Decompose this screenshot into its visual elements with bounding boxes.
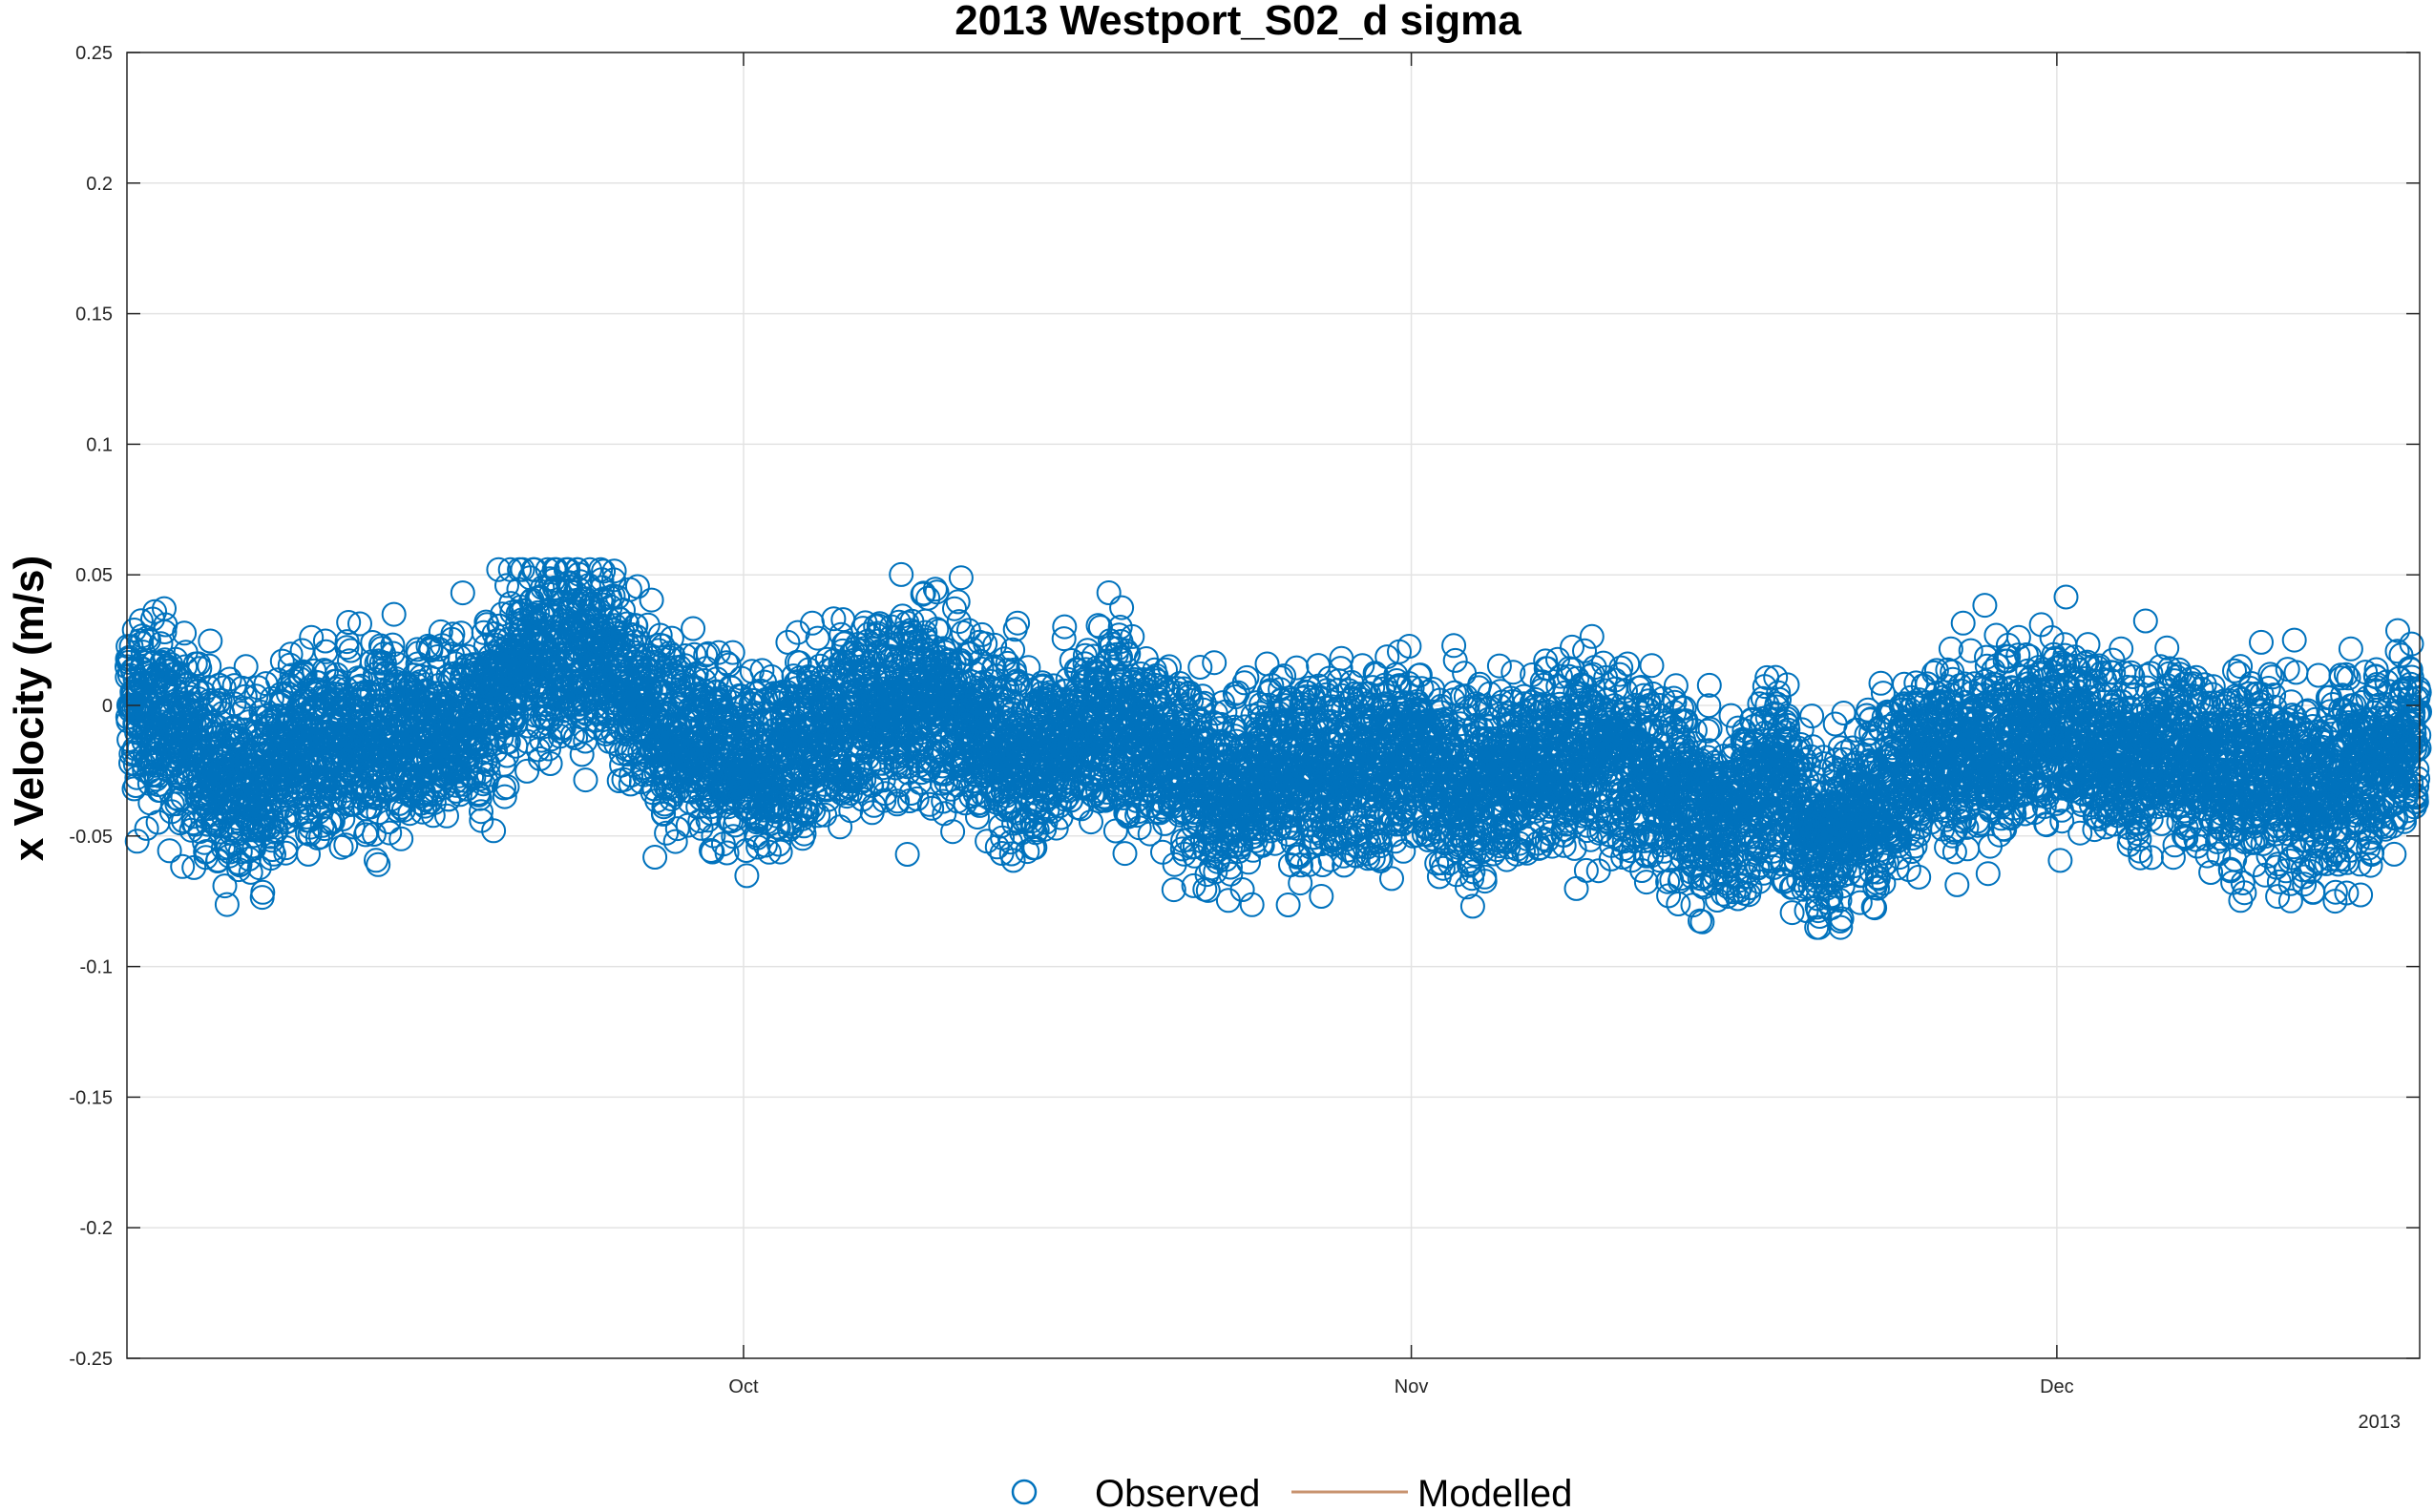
observed-point (639, 587, 664, 613)
observed-point (338, 638, 364, 663)
observed-series (115, 556, 2432, 940)
observed-point (134, 815, 159, 841)
observed-point (1096, 580, 1122, 605)
observed-point (214, 892, 240, 917)
observed-point (227, 839, 253, 865)
observed-point (152, 620, 178, 644)
observed-point (388, 826, 414, 851)
observed-point (1310, 852, 1335, 877)
observed-point (1254, 651, 1280, 677)
chart-title: 2013 Westport_S02_d sigma (955, 0, 1521, 44)
observed-point (249, 885, 275, 911)
observed-point (148, 631, 174, 657)
observed-point (328, 834, 354, 860)
observed-point (1379, 866, 1404, 892)
observed-point (207, 687, 233, 713)
observed-point (334, 635, 360, 661)
observed-point (250, 879, 276, 905)
observed-point (948, 565, 974, 591)
observed-point (347, 611, 372, 637)
observed-point (642, 845, 668, 870)
observed-point (366, 851, 391, 877)
observed-point (313, 639, 339, 664)
observed-point (734, 863, 760, 889)
observed-point (333, 832, 359, 858)
observed-point (278, 641, 304, 667)
observed-point (1374, 644, 1400, 670)
observed-point (273, 835, 299, 861)
observed-point (1187, 655, 1213, 680)
observed-point (1202, 650, 1227, 676)
observed-point (121, 776, 147, 802)
observed-point (170, 853, 196, 879)
observed-point (381, 601, 407, 627)
observed-point (377, 820, 403, 846)
observed-point (1112, 841, 1138, 867)
observed-point (681, 616, 706, 641)
observed-point (894, 842, 920, 867)
observed-point (380, 632, 406, 658)
observed-point (299, 624, 325, 650)
observed-point (365, 697, 390, 723)
observed-point (157, 838, 182, 864)
observed-point (124, 829, 150, 854)
observed-point (450, 580, 475, 606)
observed-point (228, 701, 254, 725)
observed-point (514, 758, 540, 784)
observed-point (217, 666, 242, 692)
observed-point (172, 620, 198, 646)
observed-point (1309, 884, 1334, 909)
observed-point (1161, 877, 1186, 903)
observed-point (371, 641, 397, 667)
observed-point (805, 625, 830, 651)
observed-point (828, 814, 853, 840)
observed-point (233, 654, 259, 680)
observed-point (573, 767, 598, 793)
observed-point (324, 662, 349, 687)
observed-point (197, 653, 222, 679)
observed-point (329, 790, 355, 816)
observed-point (940, 819, 966, 845)
observed-point (232, 683, 258, 709)
observed-point (624, 574, 650, 599)
observed-point (336, 610, 362, 635)
observed-point (198, 628, 223, 654)
observed-point (1284, 655, 1310, 681)
observed-point (212, 873, 238, 899)
observed-point (1275, 892, 1301, 917)
observed-point (173, 654, 199, 680)
observed-point (135, 625, 160, 651)
observed-point (380, 640, 406, 666)
observed-point (364, 848, 388, 873)
